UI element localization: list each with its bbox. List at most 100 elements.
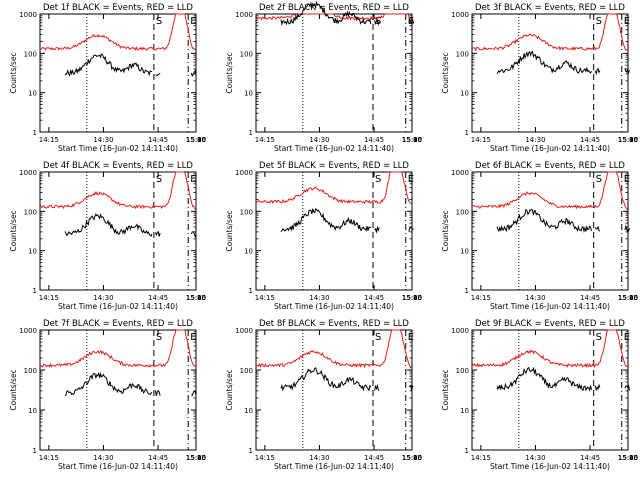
y-tick-label: 10 [460,248,469,256]
y-tick-label: 100 [240,50,253,58]
x-tick-label: 15:00 [402,454,422,462]
events-series-line [64,53,153,77]
x-tick-label: 14:15 [255,294,275,302]
x-tick-label: 15:30 [402,294,422,302]
start-marker-label: S [375,174,381,185]
x-tick-label: 14:45 [580,294,600,302]
y-tick-label: 10 [244,407,253,415]
x-axis-label: Start Time (16-Jun-02 14:11:40) [274,302,394,311]
x-tick-label: 15:45 [402,136,422,144]
x-tick-label: 15:45 [402,294,422,302]
plot-frame [471,329,629,451]
plot-frame [471,13,629,133]
panel-7: Det 7f BLACK = Events, RED = LLD 1 10 100 10… [9,319,206,471]
x-tick-label: 15:45 [402,454,422,462]
y-tick-label: 1000 [235,11,253,19]
plot-frame [255,13,413,133]
plot-frame [39,13,197,133]
x-tick-label: 15:45 [618,454,638,462]
events-series-line [155,72,161,77]
x-tick-label: 15:30 [618,294,638,302]
events-series-line [496,50,592,74]
events-series-line [374,225,380,234]
x-tick-label: 14:30 [525,294,545,302]
x-tick-label: 15:30 [186,454,206,462]
end-marker-label: E [624,332,630,343]
start-marker-label: S [156,16,162,27]
y-tick-label: 10 [460,407,469,415]
y-tick-label: 1 [465,129,469,137]
y-tick-label: 1 [33,447,37,455]
panel-title: Det 2f BLACK = Events, RED = LLD [259,3,409,13]
y-tick-label: 1000 [451,11,469,19]
panel-6: Det 6f BLACK = Events, RED = LLD 1 10 100 10… [441,161,638,311]
x-tick-label: 14:15 [471,136,491,144]
y-tick-label: 1 [33,287,37,295]
end-marker-label: E [408,332,414,343]
end-marker-label: E [624,16,630,27]
x-tick-label: 15:30 [186,136,206,144]
events-series-line [496,366,592,392]
x-tick-label: 15:30 [618,136,638,144]
y-tick-label: 1000 [19,327,37,335]
y-axis-label: Counts/sec [441,210,450,251]
x-tick-label: 15:00 [618,136,638,144]
x-tick-label: 14:30 [309,454,329,462]
panel-title: Det 6f BLACK = Events, RED = LLD [475,161,625,171]
y-tick-label: 10 [28,407,37,415]
x-tick-label: 14:45 [580,454,600,462]
y-tick-label: 1000 [451,327,469,335]
y-tick-label: 1000 [235,169,253,177]
x-tick-label: 14:45 [148,454,168,462]
x-tick-label: 15:00 [402,294,422,302]
x-axis-label: Start Time (16-Jun-02 14:11:40) [58,302,178,311]
start-marker-label: S [596,174,602,185]
x-tick-label: 14:15 [39,294,59,302]
events-series-line [624,224,631,233]
events-series-line [624,67,631,75]
x-tick-label: 15:45 [186,454,206,462]
end-marker-label: E [190,174,196,185]
x-tick-label: 15:15 [402,294,422,302]
panel-5: Det 5f BLACK = Events, RED = LLD 1 10 100 10… [225,161,422,311]
lld-series-line [255,171,412,205]
x-tick-label: 14:45 [148,136,168,144]
y-axis-label: Counts/sec [9,52,18,93]
y-tick-label: 1000 [19,169,37,177]
x-tick-label: 14:15 [471,454,491,462]
x-tick-label: 14:45 [364,294,384,302]
panel-title: Det 8f BLACK = Events, RED = LLD [259,319,409,329]
y-tick-label: 10 [244,248,253,256]
x-tick-label: 15:30 [402,454,422,462]
events-series-line [594,225,601,232]
x-tick-label: 14:30 [309,294,329,302]
x-axis-label: Start Time (16-Jun-02 14:11:40) [274,144,394,153]
x-tick-label: 15:15 [186,294,206,302]
events-series-line [154,230,161,237]
x-axis-label: Start Time (16-Jun-02 14:11:40) [58,144,178,153]
y-axis-label: Counts/sec [225,210,234,251]
events-series-line [594,67,601,76]
y-tick-label: 1 [465,447,469,455]
x-tick-label: 15:30 [618,454,638,462]
end-marker-label: E [190,332,196,343]
plot-frame [471,171,629,291]
events-series-line [190,231,197,238]
y-tick-label: 1 [249,287,253,295]
events-series-line [408,384,414,391]
x-tick-label: 15:30 [402,136,422,144]
events-series-line [64,372,153,396]
lld-series-line [255,329,412,369]
panel-title: Det 7f BLACK = Events, RED = LLD [43,319,193,329]
plot-frame [39,329,197,451]
x-tick-label: 15:45 [618,136,638,144]
x-tick-label: 15:15 [618,294,638,302]
events-series-line [374,19,380,26]
x-tick-label: 15:15 [186,454,206,462]
lld-series-line [39,13,196,52]
y-tick-label: 100 [240,208,253,216]
lld-series-line [471,329,628,369]
plot-frame [255,329,413,451]
y-tick-label: 10 [28,248,37,256]
